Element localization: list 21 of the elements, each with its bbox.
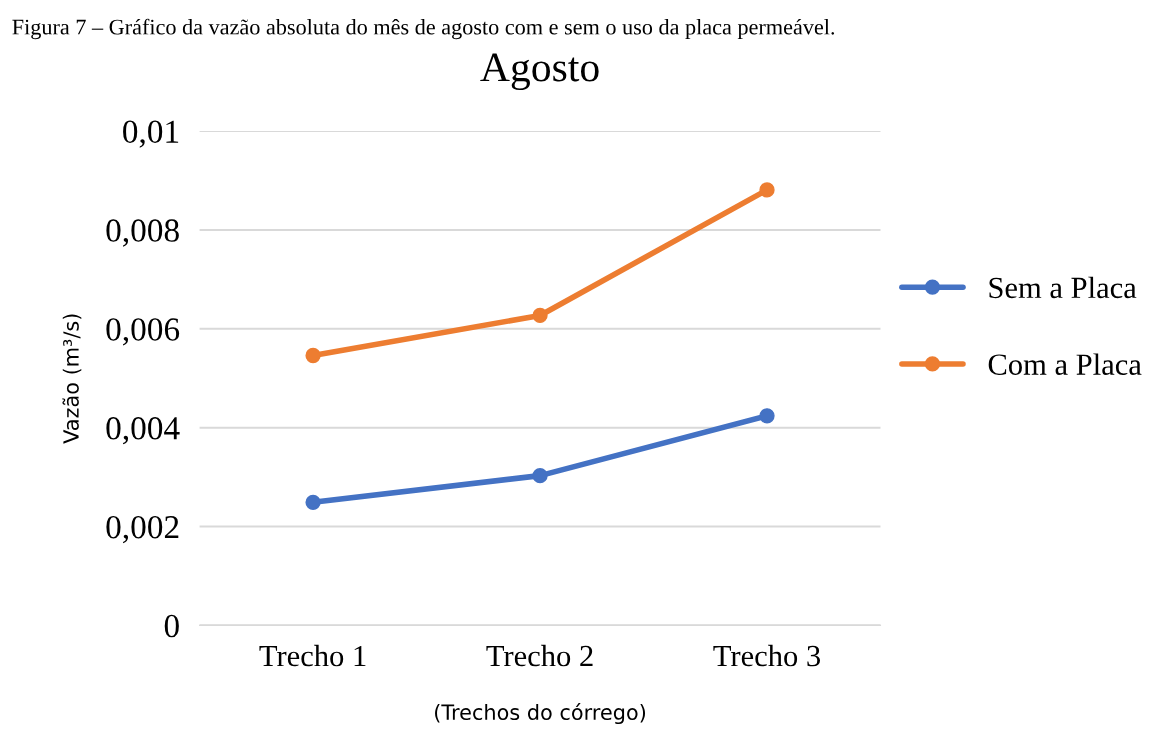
text: Figura 7 – Gráfico da vazão absoluta do mês de agosto com e sem o uso da placa permeável. <box>12 18 835 40</box>
x-axis-title: (Trechos do córrego) <box>435 703 646 725</box>
point <box>532 307 548 324</box>
y-tick-label: 0 <box>164 614 179 638</box>
y-tick-label: 0,01 <box>123 120 179 148</box>
y-tick-label: 0,004 <box>106 417 180 445</box>
point <box>759 182 775 198</box>
y-tick-label: 0,008 <box>106 219 179 247</box>
point <box>305 494 321 510</box>
y-tick-label: 0,002 <box>106 515 179 544</box>
y-axis-title: Vazão (m³/s) <box>62 314 82 444</box>
point <box>532 467 548 484</box>
x-tick-label: Trecho 3 <box>713 644 820 667</box>
y-tick-label: 0,006 <box>106 318 180 346</box>
legend-label: Com a Placa <box>988 353 1142 375</box>
point <box>759 408 775 424</box>
x-tick-label: Trecho 2 <box>486 644 593 667</box>
chart-title: Agosto <box>480 53 599 91</box>
legend-label: Sem a Placa <box>989 276 1137 299</box>
x-tick-label: Trecho 1 <box>259 644 366 667</box>
point <box>305 347 321 364</box>
